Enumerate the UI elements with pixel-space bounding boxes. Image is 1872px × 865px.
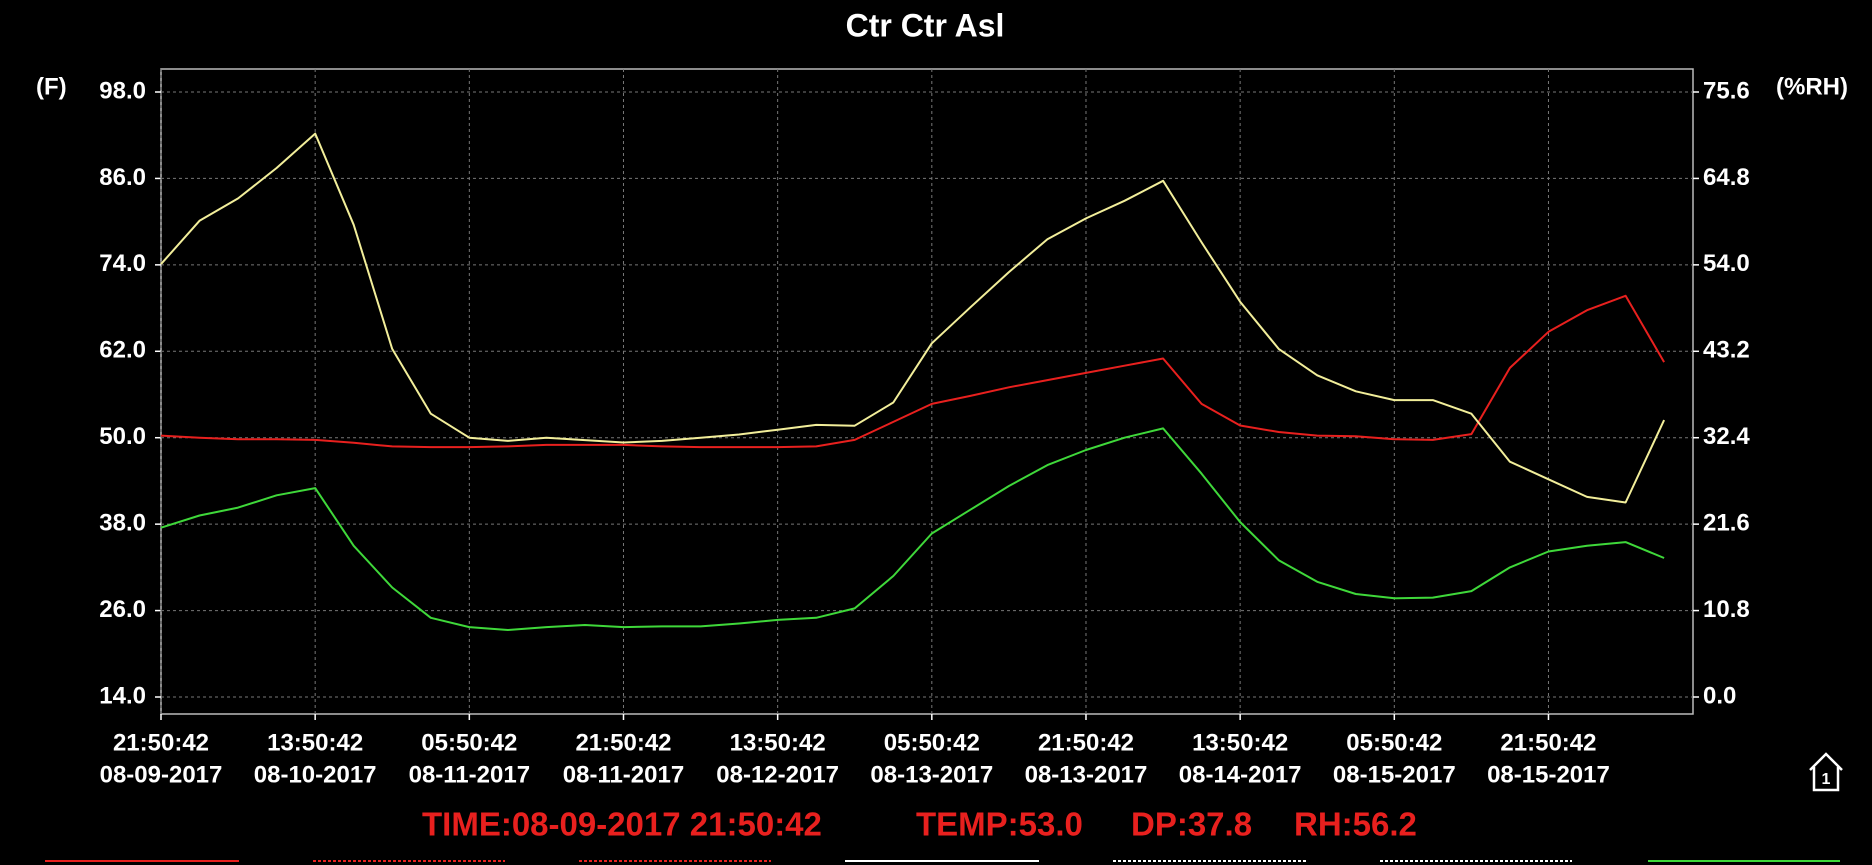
- y-axis-label: (F): [36, 73, 67, 100]
- x-tick-time: 21:50:42: [575, 729, 671, 756]
- x-tick-date: 08-15-2017: [1487, 761, 1610, 788]
- x-tick-time: 13:50:42: [267, 729, 363, 756]
- x-tick-date: 08-15-2017: [1333, 761, 1456, 788]
- x-tick-date: 08-11-2017: [563, 761, 684, 788]
- x-tick-time: 21:50:42: [113, 729, 209, 756]
- home-icon[interactable]: 1: [1809, 752, 1843, 792]
- x-tick-time: 13:50:42: [730, 729, 826, 756]
- x-tick-date: 08-13-2017: [870, 761, 993, 788]
- readout-temp: TEMP:53.0: [916, 806, 1083, 843]
- y-tick-label: 86.0: [99, 164, 146, 191]
- y-tick-label: 98.0: [99, 77, 146, 104]
- y2-tick-label: 10.8: [1703, 596, 1750, 623]
- x-tick-time: 13:50:42: [1192, 729, 1288, 756]
- x-tick-time: 05:50:42: [884, 729, 980, 756]
- y2-tick-label: 64.8: [1703, 164, 1750, 191]
- readout-dp: DP:37.8: [1131, 806, 1252, 843]
- y-tick-label: 50.0: [99, 423, 146, 450]
- y-tick-label: 38.0: [99, 509, 146, 536]
- y2-tick-label: 54.0: [1703, 250, 1750, 277]
- x-tick-time: 05:50:42: [421, 729, 517, 756]
- y2-axis-label: (%RH): [1776, 73, 1848, 100]
- home-icon-shape[interactable]: [1809, 752, 1843, 792]
- y2-tick-label: 75.6: [1703, 77, 1750, 104]
- x-tick-time: 21:50:42: [1500, 729, 1596, 756]
- x-tick-date: 08-12-2017: [716, 761, 839, 788]
- series-line: [160, 294, 1665, 449]
- x-tick-time: 05:50:42: [1346, 729, 1442, 756]
- y-tick-label: 74.0: [99, 250, 146, 277]
- readout-rh: RH:56.2: [1294, 806, 1417, 843]
- chart-title: Ctr Ctr Asl: [846, 7, 1005, 43]
- series-line: [160, 427, 1665, 631]
- x-tick-date: 08-11-2017: [409, 761, 530, 788]
- series-line: [160, 132, 1666, 504]
- y-tick-label: 26.0: [99, 596, 146, 623]
- x-tick-time: 21:50:42: [1038, 729, 1134, 756]
- x-tick-date: 08-09-2017: [100, 761, 223, 788]
- plot-area: [160, 68, 1694, 715]
- y2-tick-label: 21.6: [1703, 509, 1750, 536]
- y2-tick-label: 32.4: [1703, 423, 1750, 450]
- readout-time: TIME:08-09-2017 21:50:42: [422, 806, 822, 843]
- x-tick-date: 08-14-2017: [1179, 761, 1302, 788]
- x-tick-date: 08-13-2017: [1025, 761, 1148, 788]
- y-tick-label: 62.0: [99, 337, 146, 364]
- x-tick-date: 08-10-2017: [254, 761, 377, 788]
- y-tick-label: 14.0: [99, 682, 146, 709]
- y2-tick-label: 43.2: [1703, 337, 1750, 364]
- home-icon-glyph[interactable]: 1: [1822, 771, 1831, 788]
- y2-tick-label: 0.0: [1703, 682, 1736, 709]
